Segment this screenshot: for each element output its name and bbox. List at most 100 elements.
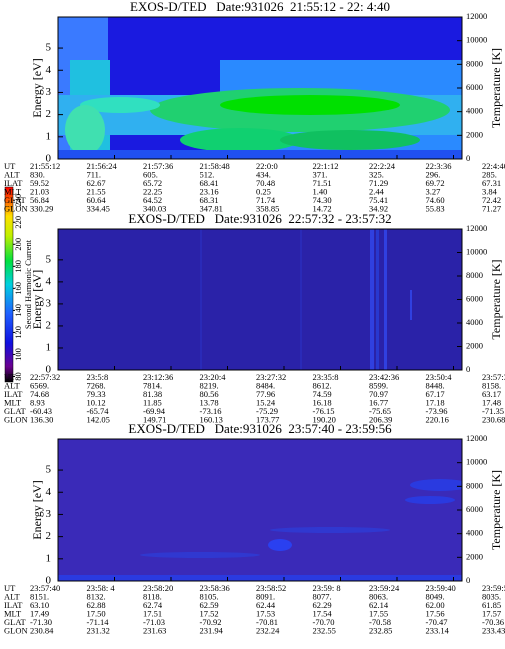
table-cell: 71.51 <box>313 178 332 188</box>
y2-tick-label: 0 <box>466 153 470 163</box>
table-cell: 1.40 <box>313 186 328 196</box>
table-cell: 23:12:36 <box>143 372 173 382</box>
table-cell: 136.30 <box>30 414 53 424</box>
table-cell: 8219. <box>200 380 219 390</box>
y-tick-label: 5 <box>46 42 52 54</box>
table-cell: -73.96 <box>426 406 448 416</box>
colorbar-tick-label: 80 <box>13 372 23 381</box>
y2-tick-label: 8000 <box>466 480 483 490</box>
table-cell: -69.94 <box>143 406 166 416</box>
table-cell: 231.63 <box>143 625 166 635</box>
table-cell: 80.56 <box>200 389 219 399</box>
table-cell: 17.18 <box>426 397 445 407</box>
colorbar <box>4 186 14 383</box>
table-cell: 69.72 <box>426 178 445 188</box>
row-label: GLAT <box>4 617 27 627</box>
table-cell: 330.29 <box>30 203 53 213</box>
y-tick-label: 5 <box>46 253 52 265</box>
table-cell: 75.41 <box>369 195 388 205</box>
table-cell: 21.03 <box>30 186 49 196</box>
table-cell: 334.45 <box>87 203 110 213</box>
y2-axis-label: Temperature [K] <box>489 470 503 550</box>
chart-title: EXOS-D/TED Date:931026 21:55:12 - 22: 4:… <box>130 0 390 14</box>
y2-tick-label: 12000 <box>466 433 487 443</box>
table-cell: -76.15 <box>313 406 335 416</box>
y2-tick-label: 4000 <box>466 106 483 116</box>
table-cell: 61.85 <box>482 600 501 610</box>
row-label: ILAT <box>4 389 23 399</box>
y-tick-label: 2 <box>46 319 52 331</box>
table-cell: 74.68 <box>30 389 49 399</box>
table-cell: 22:3:36 <box>426 161 452 171</box>
table-cell: 62.29 <box>313 600 332 610</box>
table-cell: 17.50 <box>87 608 106 618</box>
colorbar-label: Second Harmonic Current <box>23 239 33 329</box>
table-cell: 23:58: 4 <box>87 583 116 593</box>
spectrogram-image <box>58 17 462 159</box>
table-cell: 56.84 <box>30 195 50 205</box>
table-cell: 8035. <box>482 591 501 601</box>
table-cell: 23:59: 8 <box>313 583 341 593</box>
table-cell: -71.35 <box>482 406 504 416</box>
y2-axis-label: Temperature [K] <box>489 259 503 339</box>
table-cell: 8151. <box>30 591 49 601</box>
table-cell: 233.14 <box>426 625 450 635</box>
y-tick-label: 0 <box>46 364 52 376</box>
table-cell: 10.12 <box>87 397 106 407</box>
table-cell: 8049. <box>426 591 445 601</box>
table-cell: -70.81 <box>256 617 278 627</box>
table-cell: 3.27 <box>426 186 441 196</box>
table-cell: 7814. <box>143 380 162 390</box>
table-cell: -70.36 <box>482 617 504 627</box>
table-cell: 830. <box>30 169 45 179</box>
table-cell: 22.25 <box>143 186 162 196</box>
chart-title: EXOS-D/TED Date:931026 22:57:32 - 23:57:… <box>128 211 391 226</box>
table-cell: 230.84 <box>30 625 54 635</box>
table-cell: 0.25 <box>256 186 271 196</box>
table-cell: 23:58:20 <box>143 583 173 593</box>
table-cell: -70.58 <box>369 617 391 627</box>
y-tick-label: 2 <box>46 530 52 542</box>
table-cell: 63.10 <box>30 600 49 610</box>
table-cell: 23:20:4 <box>200 372 227 382</box>
table-cell: 71.27 <box>482 203 501 213</box>
table-cell: 17.49 <box>30 608 49 618</box>
y-tick-label: 3 <box>46 297 52 309</box>
table-cell: 220.16 <box>426 414 449 424</box>
table-cell: 23:35:8 <box>313 372 339 382</box>
table-cell: 23:42:36 <box>369 372 399 382</box>
y2-tick-label: 2000 <box>466 129 483 139</box>
table-cell: 59.52 <box>30 178 49 188</box>
table-cell: 160.13 <box>200 414 223 424</box>
table-cell: 8448. <box>426 380 445 390</box>
row-label: ALT <box>4 169 21 179</box>
table-cell: 8105. <box>200 591 219 601</box>
table-cell: 77.96 <box>256 389 275 399</box>
y-tick-label: 4 <box>46 275 52 287</box>
row-label: GLAT <box>4 195 27 205</box>
table-cell: 74.59 <box>313 389 332 399</box>
table-cell: 70.48 <box>256 178 275 188</box>
table-cell: 62.59 <box>200 600 219 610</box>
table-cell: 64.52 <box>143 195 162 205</box>
colorbar-tick-label: 100 <box>13 348 23 361</box>
table-cell: 60.64 <box>87 195 107 205</box>
row-label: UT <box>4 372 16 382</box>
table-cell: 23:57:32 <box>482 372 505 382</box>
spectrogram-image <box>58 229 462 370</box>
y2-tick-label: 6000 <box>466 504 483 514</box>
table-cell: 8118. <box>143 591 162 601</box>
table-cell: 8158. <box>482 380 501 390</box>
table-cell: 8063. <box>369 591 388 601</box>
table-cell: 296. <box>426 169 441 179</box>
table-cell: 23:27:32 <box>256 372 286 382</box>
y2-tick-label: 2000 <box>466 340 483 350</box>
table-cell: 17.56 <box>426 608 445 618</box>
table-cell: 62.88 <box>87 600 106 610</box>
table-cell: -71.30 <box>30 617 52 627</box>
table-cell: 605. <box>143 169 158 179</box>
row-label: ALT <box>4 591 21 601</box>
table-cell: 3.84 <box>482 186 498 196</box>
table-cell: 8091. <box>256 591 275 601</box>
table-cell: -75.29 <box>256 406 278 416</box>
